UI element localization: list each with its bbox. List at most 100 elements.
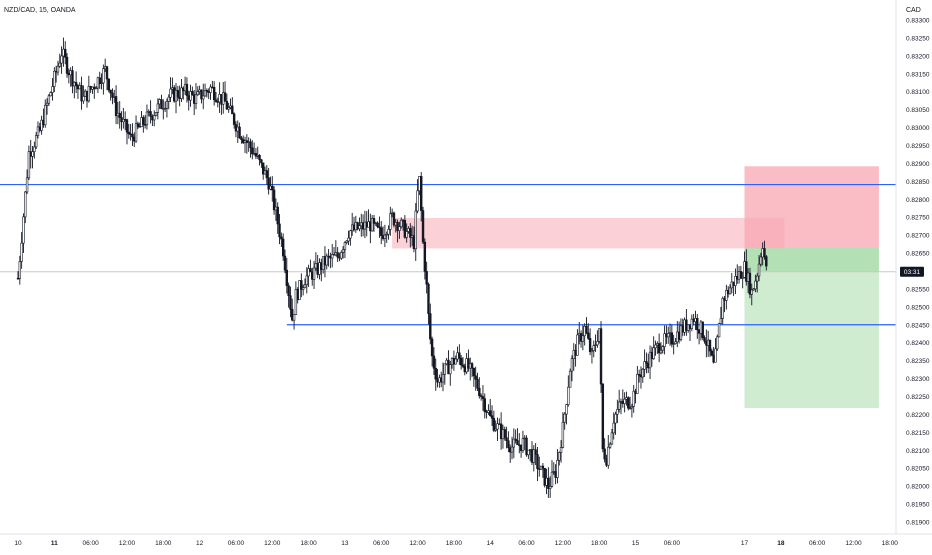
- candle-body: [251, 147, 254, 155]
- candle-body: [429, 313, 432, 340]
- time-tick-label: 06:00: [83, 540, 100, 547]
- candle-body: [430, 338, 434, 357]
- candle-body: [628, 407, 632, 410]
- candle-body: [716, 336, 719, 350]
- candle-body: [225, 101, 229, 110]
- candle-body: [672, 343, 675, 345]
- time-tick-label: 18: [777, 540, 785, 547]
- candle-body: [376, 222, 379, 228]
- time-tick-label: 18:00: [300, 540, 317, 547]
- candle-body: [285, 269, 289, 286]
- candle-body: [648, 351, 652, 369]
- candle-body: [714, 348, 717, 363]
- candle-body: [214, 99, 218, 102]
- price-tick-label: 0.83200: [906, 53, 930, 60]
- time-axis[interactable]: 10 11 06:00 12:00 18:00 12 06:00 12:00 18:00 13 06…: [14, 540, 898, 547]
- candle-body: [111, 92, 114, 98]
- candle-body: [750, 289, 753, 295]
- candle-body: [185, 83, 189, 96]
- candle-body: [261, 162, 265, 175]
- price-tick-label: 0.82100: [906, 448, 930, 455]
- candle-body: [667, 333, 670, 338]
- candle-body: [227, 107, 230, 110]
- candle-body: [514, 438, 517, 441]
- price-tick-label: 0.83100: [906, 89, 930, 96]
- candle-body: [287, 285, 290, 296]
- candle-body: [505, 437, 508, 442]
- candle-body: [134, 123, 138, 142]
- candle-body: [432, 355, 436, 369]
- price-tick-label: 0.82300: [906, 376, 930, 383]
- candle-body: [281, 238, 285, 257]
- candle-body: [492, 418, 496, 431]
- candle-body: [565, 404, 568, 415]
- time-tick-label: 06:00: [373, 540, 390, 547]
- candle-body: [372, 218, 376, 224]
- current-price-tag: 03:31: [900, 266, 924, 277]
- candle-body: [305, 275, 308, 286]
- candle-body: [470, 363, 474, 369]
- candle-body: [191, 91, 194, 96]
- price-axis[interactable]: 0.83300 0.83250 0.83200 0.83150 0.83100 0.830…: [906, 18, 930, 527]
- candle-body: [36, 126, 40, 136]
- supply-zone: [392, 217, 785, 249]
- candle-body: [389, 213, 392, 230]
- candle-body: [165, 101, 169, 109]
- candle-body: [592, 345, 595, 351]
- time-tick-label: 06:00: [228, 540, 245, 547]
- candle-body: [280, 236, 283, 240]
- candle-body: [607, 446, 610, 466]
- candle-body: [496, 423, 499, 430]
- price-tick-label: 0.82350: [906, 358, 930, 365]
- candle-body: [400, 219, 403, 228]
- candle-body: [568, 370, 572, 388]
- candle-body: [474, 375, 477, 380]
- price-tick-label: 0.83300: [906, 18, 930, 25]
- candle-body: [22, 216, 25, 244]
- candle-body: [271, 185, 274, 191]
- candle-body: [196, 91, 200, 96]
- candle-body: [536, 454, 539, 469]
- candle-body: [596, 341, 599, 346]
- candle-body: [385, 233, 388, 236]
- time-tick-label: 10: [14, 540, 22, 547]
- time-tick-label: 12:00: [119, 540, 136, 547]
- candle-body: [503, 429, 506, 439]
- candle-body: [710, 350, 714, 356]
- candle-body: [494, 428, 497, 431]
- candle-body: [156, 103, 160, 113]
- price-tick-label: 0.82200: [906, 412, 930, 419]
- candle-body: [679, 325, 683, 340]
- candle-body: [260, 159, 263, 164]
- time-tick-label: 12:00: [264, 540, 281, 547]
- candle-body: [590, 350, 594, 353]
- candle-body: [34, 135, 38, 148]
- price-tick-label: 0.82050: [906, 466, 930, 473]
- candle-body: [33, 146, 36, 152]
- time-tick-label: 18:00: [591, 540, 608, 547]
- candle-body: [238, 126, 241, 139]
- candle-body: [701, 321, 704, 338]
- candle-body: [65, 56, 69, 74]
- candles-layer: [16, 37, 768, 498]
- candle-body: [507, 440, 510, 449]
- candle-body: [31, 151, 34, 157]
- price-tick-label: 0.81950: [906, 502, 930, 509]
- candle-body: [176, 90, 180, 98]
- candle-body: [745, 261, 748, 282]
- candle-body: [136, 123, 140, 127]
- candle-body: [752, 288, 755, 291]
- candle-body: [717, 323, 721, 338]
- candle-body: [556, 459, 559, 478]
- time-tick-label: 18:00: [155, 540, 172, 547]
- candle-body: [307, 268, 310, 277]
- candle-body: [765, 256, 768, 267]
- time-tick-label: 12:00: [845, 540, 862, 547]
- candle-body: [725, 290, 728, 301]
- candle-body: [654, 344, 657, 349]
- price-tick-label: 0.82750: [906, 215, 930, 222]
- candle-body: [45, 102, 49, 106]
- time-tick-label: 13: [341, 540, 349, 547]
- take-profit-zone: [744, 248, 879, 408]
